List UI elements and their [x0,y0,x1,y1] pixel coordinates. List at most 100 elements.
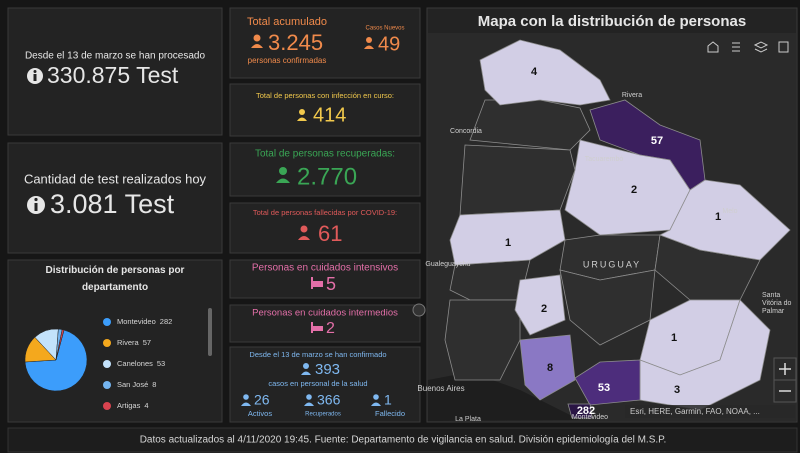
count-label: 3 [674,384,680,396]
legend-swatch [103,402,111,410]
info-icon [34,203,38,211]
legend-value: 53 [157,359,165,368]
department [514,274,566,336]
bed-icon [311,277,313,289]
staff-item-label: Activos [248,409,272,418]
department [659,179,791,261]
person-icon [243,394,249,400]
person-icon [241,402,251,406]
place-label: La Plata [455,416,481,423]
place-box: Santa Vitória do Palmar [762,292,792,315]
staff-item-value: 26 [254,392,270,408]
legend-label: Artigas [117,401,141,410]
department [449,209,566,266]
person-icon [253,34,261,42]
staff-item-label: Recuperados [305,412,341,418]
resize-handle[interactable] [412,303,426,317]
map-title: Mapa con la distribución de personas [478,13,746,30]
legend-button[interactable] [732,42,740,52]
place-label: Tacuarembó [585,156,624,163]
info-icon [33,74,37,81]
count-label: 57 [651,135,663,147]
attribution-bar [625,405,795,418]
departments [444,39,791,419]
person-icon [304,402,314,406]
confirmed-label: Total acumulado [247,16,327,28]
layers-button[interactable] [753,41,769,53]
staff-item-value: 1 [384,392,392,408]
tests-total-value: 330.875 Test [47,62,179,88]
footer: Datos actualizados al 4/11/2020 19:45. F… [140,435,667,446]
map-places: Rivera Concordia Tacuarembó Melo Gualegu… [417,92,792,423]
staff-item-label: Fallecido [375,409,405,418]
toolbar [703,38,791,58]
person-icon [300,225,308,233]
attribution: Esri, HERE, Garmin, FAO, NOAA, ... [630,407,760,416]
new-cases-label: Casos Nuevos [365,26,404,32]
staff-value: 393 [315,361,340,378]
count-label: 8 [547,362,553,374]
person-icon [279,167,287,175]
icu-value: 5 [326,274,336,294]
panel [229,202,421,254]
place-label: Montevideo [572,414,608,421]
legend-label: Canelones [117,359,153,368]
new-cases-value: 49 [378,33,400,55]
info-icon [34,197,38,202]
intermediate-value: 2 [326,320,335,337]
person-icon [364,45,374,49]
legend-swatch [103,318,111,326]
person-icon [301,371,311,375]
legend-swatch [103,381,111,389]
footer-bar [7,427,798,453]
map-counts: 4 57 2 1 1 2 8 53 3 1 282 [505,66,721,417]
place-label: Buenos Aires [417,384,464,393]
bed-icon [311,322,313,333]
person-icon [276,178,290,183]
legend-label: Rivera [117,338,140,347]
person-icon [366,37,372,43]
department [567,403,593,419]
person-icon [303,363,309,369]
bed-icon [311,326,323,331]
count-label: 1 [715,211,721,223]
place-label: Melo [722,208,737,215]
legend-swatch [103,360,111,368]
panel [229,346,421,423]
place-label: Concordia [450,128,482,135]
deceased-value: 61 [318,221,342,246]
legend-label: Montevideo [117,317,156,326]
panel [229,142,421,197]
count-label: 1 [505,237,511,249]
department [459,144,576,216]
panel [7,7,223,136]
person-icon [298,236,310,240]
place-label: URUGUAY [583,259,641,269]
bed-icon [311,281,323,287]
count-label: 282 [577,405,595,417]
place-label: Rivera [622,92,642,99]
staff-sublabel: casos en personal de la salud [268,379,367,388]
pie-title: Distribución de personas por departament… [45,265,185,293]
place-label: Santa Vitória do Palmar [762,292,792,315]
basemap-button[interactable] [778,41,789,53]
zoom-in[interactable] [779,363,791,375]
department [519,334,576,401]
department [479,39,611,106]
pie-slice [55,329,65,361]
tests-today-value: 3.081 Test [50,189,175,219]
legend-value: 4 [144,401,148,410]
icu-label: Personas en cuidados intensivos [252,263,398,274]
legend-swatch [103,339,111,347]
panel [229,259,421,299]
panel [7,142,223,254]
legend-value: 8 [152,380,156,389]
legend-value: 282 [160,317,173,326]
count-label: 2 [541,303,547,315]
staff-item-value: 366 [317,392,341,408]
pie-title-box: Distribución de personas por departament… [45,265,185,293]
count-label: 53 [598,382,610,394]
home-button[interactable] [707,41,719,53]
